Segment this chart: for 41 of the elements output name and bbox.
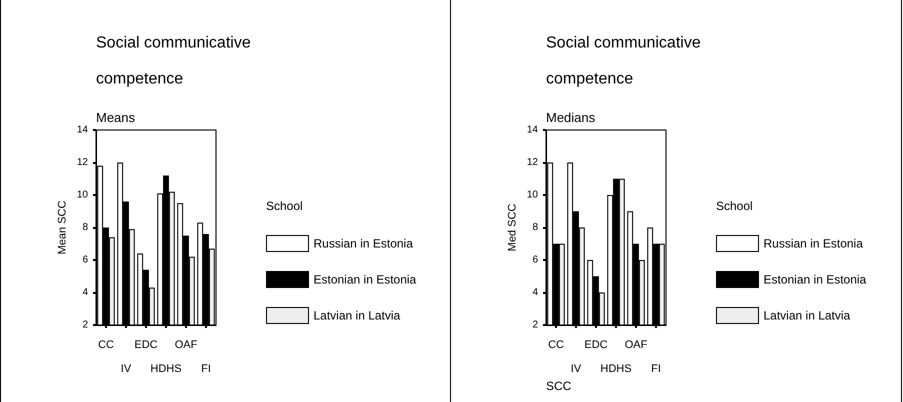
- x-tick-label: HDHS: [600, 363, 632, 375]
- x-tick-label: CC: [98, 339, 114, 351]
- legend-label: Estonian in Estonia: [314, 272, 417, 286]
- y-tick-label: 10: [526, 190, 538, 200]
- legend-title: School: [716, 199, 753, 213]
- x-tick-label: OAF: [174, 339, 198, 351]
- chart-subtitle: Means: [96, 110, 136, 125]
- legend-title: School: [266, 199, 303, 213]
- legend-label: Russian in Estonia: [764, 236, 864, 250]
- x-tick-label: CC: [548, 339, 564, 351]
- y-tick-label: 4: [82, 287, 88, 298]
- y-tick-label: 12: [526, 157, 538, 168]
- x-tick-label: FI: [201, 363, 211, 375]
- y-tick-label: 4: [532, 287, 538, 298]
- y-tick-label: 2: [532, 320, 538, 330]
- y-tick-label: 14: [526, 124, 538, 136]
- x-tick-label: IV: [120, 363, 132, 375]
- x-tick-label: IV: [570, 363, 582, 375]
- x-axis-title: SCC: [546, 379, 572, 393]
- x-tick-label: HDHS: [150, 363, 182, 375]
- chart-subtitle: Medians: [546, 110, 596, 125]
- y-axis-title: Mean SCC: [56, 200, 68, 254]
- y-tick-label: 14: [76, 124, 88, 136]
- chart-title: Social communicative competence: [546, 34, 706, 88]
- x-tick-label: EDC: [134, 339, 158, 351]
- y-axis-title: Med SCC: [506, 204, 518, 252]
- y-tick-label: 8: [82, 222, 88, 233]
- chart-title: Social communicative competence: [96, 34, 256, 88]
- legend-label: Russian in Estonia: [314, 236, 414, 250]
- y-tick-label: 12: [76, 157, 88, 168]
- y-tick-label: 6: [532, 254, 538, 266]
- x-tick-label: EDC: [584, 339, 608, 351]
- legend-label: Latvian in Latvia: [764, 308, 851, 322]
- legend-label: Latvian in Latvia: [314, 308, 401, 322]
- x-tick-label: OAF: [624, 339, 648, 351]
- y-tick-label: 6: [82, 254, 88, 266]
- y-tick-label: 10: [76, 190, 88, 200]
- x-tick-label: FI: [651, 363, 661, 375]
- y-tick-label: 8: [532, 222, 538, 233]
- legend-label: Estonian in Estonia: [764, 272, 867, 286]
- y-tick-label: 2: [82, 320, 88, 330]
